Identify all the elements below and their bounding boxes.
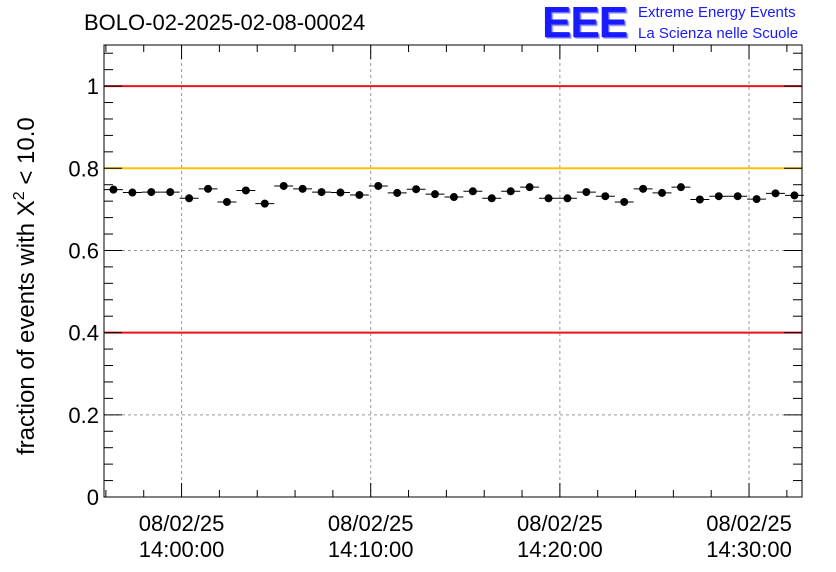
data-point xyxy=(733,192,742,201)
x-tick-label-time: 14:30:00 xyxy=(706,537,792,562)
x-tick-label-time: 14:20:00 xyxy=(517,537,603,562)
data-point xyxy=(109,185,118,194)
data-point xyxy=(431,190,440,199)
data-point xyxy=(185,194,194,203)
data-point xyxy=(222,197,231,206)
data-point xyxy=(204,184,213,193)
data-point xyxy=(374,181,383,190)
data-point xyxy=(563,194,572,203)
logo-line-2: La Scienza nelle Scuole xyxy=(638,25,799,42)
data-point xyxy=(393,188,402,197)
data-point xyxy=(128,188,137,197)
x-tick-label-date: 08/02/25 xyxy=(706,511,792,536)
data-point xyxy=(620,197,629,206)
data-point xyxy=(676,183,685,192)
data-point xyxy=(506,187,515,196)
data-point xyxy=(582,188,591,197)
data-point xyxy=(279,181,288,190)
y-tick-label: 1 xyxy=(87,74,99,99)
data-point xyxy=(525,183,534,192)
y-tick-label: 0.2 xyxy=(68,403,99,428)
x-tick-label-date: 08/02/25 xyxy=(139,511,225,536)
y-tick-label: 0.8 xyxy=(68,156,99,181)
x-tick-label-time: 14:10:00 xyxy=(328,537,414,562)
data-point xyxy=(752,195,761,204)
data-point xyxy=(790,191,799,200)
x-tick-label-time: 14:00:00 xyxy=(139,537,225,562)
data-point xyxy=(714,192,723,201)
data-point xyxy=(355,190,364,199)
plot-frame xyxy=(103,44,803,498)
data-point xyxy=(695,195,704,204)
data-point xyxy=(298,184,307,193)
logo-mark: EEE xyxy=(542,0,628,47)
y-tick-label: 0.6 xyxy=(68,238,99,263)
data-point xyxy=(601,192,610,201)
chart-title: BOLO-02-2025-02-08-00024 xyxy=(84,10,366,35)
data-point xyxy=(658,188,667,197)
x-tick-label-date: 08/02/25 xyxy=(517,511,603,536)
data-point xyxy=(468,187,477,196)
data-point xyxy=(336,188,345,197)
logo-line-1: Extreme Energy Events xyxy=(638,4,796,21)
data-point xyxy=(147,188,156,197)
data-point xyxy=(241,186,250,195)
data-point xyxy=(260,199,269,208)
y-tick-label: 0 xyxy=(87,485,99,510)
y-tick-label: 0.4 xyxy=(68,321,99,346)
y-axis-label: fraction of events with Χ2 < 10.0 xyxy=(11,117,40,455)
data-point xyxy=(449,193,458,202)
data-point xyxy=(771,189,780,198)
data-point xyxy=(412,185,421,194)
x-tick-label-date: 08/02/25 xyxy=(328,511,414,536)
data-point xyxy=(544,194,553,203)
data-point xyxy=(317,188,326,197)
data-point xyxy=(639,184,648,193)
data-point xyxy=(166,188,175,197)
data-point xyxy=(487,194,496,203)
eee-logo: EEE Extreme Energy Events La Scienza nel… xyxy=(542,0,832,47)
